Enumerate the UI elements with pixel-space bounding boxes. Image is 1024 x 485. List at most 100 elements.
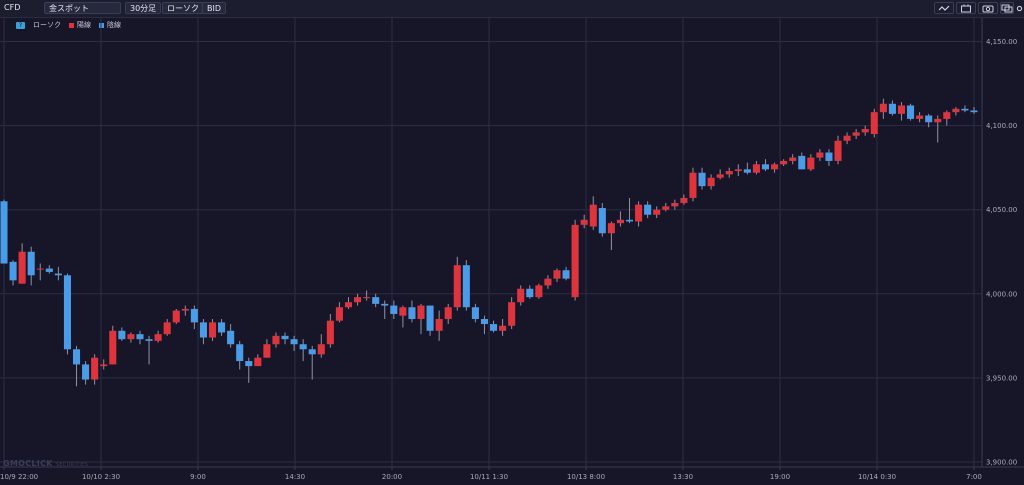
candle (63, 273, 71, 355)
candle (562, 266, 570, 281)
candle (707, 174, 715, 190)
watermark-suffix: SECURITIES (55, 462, 89, 468)
candle (172, 308, 180, 325)
candle-body (399, 307, 407, 316)
symbol-selector[interactable]: 金スポット (44, 2, 121, 14)
candle-body (734, 169, 742, 172)
candle (100, 359, 108, 370)
candle (861, 125, 869, 136)
candle (771, 162, 779, 173)
candle-body (852, 132, 860, 136)
candle-body (526, 288, 534, 298)
candle-body (943, 112, 951, 119)
x-tick-label: 10/13 8:00 (567, 473, 605, 481)
settings-icon[interactable] (1015, 2, 1024, 14)
candle-body (344, 302, 353, 308)
candle-body (381, 303, 389, 306)
candle (390, 300, 398, 320)
candle-body (390, 305, 398, 314)
y-axis: 4,150.00 4,100.00 4,050.00 4,000.00 3,950.00… (981, 18, 1017, 467)
candle-body (879, 103, 887, 113)
candle (789, 154, 797, 165)
candle-body (952, 108, 960, 113)
candle (444, 303, 452, 325)
chart-type-selector[interactable]: ローソク (162, 2, 204, 14)
candle (136, 330, 144, 345)
candle (725, 167, 733, 178)
y-tick-label: 3,950.00 (986, 374, 1017, 382)
candle (254, 354, 262, 367)
candle (834, 135, 842, 165)
candle-body (299, 344, 307, 350)
candle-body (335, 307, 343, 321)
candle (91, 354, 99, 385)
candle (208, 319, 217, 341)
candle (281, 332, 289, 345)
candle-body (109, 330, 117, 365)
candle (489, 320, 498, 333)
candle (553, 268, 561, 283)
candle (653, 206, 661, 219)
indicator-icon[interactable] (956, 2, 976, 14)
candle-body (861, 128, 869, 133)
candle (435, 310, 443, 341)
y-tick-label: 4,100.00 (986, 122, 1017, 130)
candle-body (426, 305, 434, 331)
x-tick-label: 10/9 22:00 (0, 473, 38, 481)
candle (589, 196, 597, 230)
candle-body (580, 219, 588, 225)
candle-body (707, 177, 715, 187)
candle (236, 340, 244, 370)
candle-body (789, 157, 797, 161)
candle (598, 202, 606, 237)
candle (9, 260, 17, 286)
candle (181, 305, 189, 316)
y-tick-label: 4,150.00 (986, 38, 1017, 46)
candle-body (752, 164, 760, 173)
candle (952, 107, 960, 116)
camera-icon[interactable] (978, 2, 998, 14)
legend-up: 陽線 (69, 20, 91, 30)
candle-body (308, 349, 316, 355)
candle-body (462, 265, 470, 308)
candle-body (9, 261, 17, 281)
candle-body (263, 344, 271, 358)
candle-body (82, 364, 90, 380)
candle (471, 303, 479, 323)
candle (344, 297, 353, 309)
candle (18, 243, 26, 284)
candle (644, 201, 652, 219)
candle-body (843, 135, 851, 141)
line-style-icon[interactable] (934, 2, 954, 14)
candle-body (888, 103, 896, 114)
candlestick-chart[interactable]: 4,150.00 4,100.00 4,050.00 4,000.00 3,950.00… (0, 18, 1024, 485)
candle-body (698, 172, 706, 187)
candle (417, 303, 425, 335)
candle (526, 285, 534, 299)
candle-body (925, 115, 933, 123)
candle-body (725, 171, 733, 175)
timeframe-selector[interactable]: 30分足 (125, 2, 162, 14)
candle-body (499, 325, 507, 331)
candle-body (154, 334, 162, 341)
candle (218, 319, 226, 336)
candle-body (508, 302, 516, 326)
y-tick-label: 3,900.00 (986, 458, 1017, 466)
candle-body (743, 169, 751, 173)
candle-body (91, 357, 99, 380)
chart-toolbar: CFD 金スポット 30分足 ローソク BID (0, 0, 1024, 18)
candle-body (553, 270, 561, 279)
candle (480, 315, 489, 335)
candle (761, 159, 770, 172)
candle-body (326, 320, 334, 345)
x-tick-label: 13:30 (673, 473, 693, 481)
market-label: CFD (4, 3, 21, 12)
legend-badge[interactable]: ? (16, 21, 25, 29)
candle-body (716, 174, 724, 178)
candle-body (625, 219, 634, 222)
candle-body (199, 322, 207, 338)
price-type-selector[interactable]: BID (202, 2, 227, 14)
candle-body (689, 172, 697, 198)
window-icon[interactable] (1000, 2, 1014, 14)
y-tick-label: 4,050.00 (986, 206, 1017, 214)
